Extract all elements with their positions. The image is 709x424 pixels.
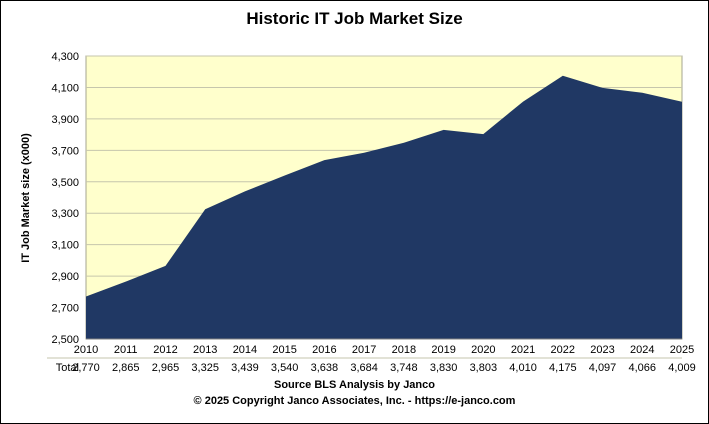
total-row-label: Total xyxy=(56,362,79,374)
x-tick-label: 2020 xyxy=(471,344,495,356)
y-tick-label: 2,700 xyxy=(51,303,79,315)
y-tick-label: 3,500 xyxy=(51,177,79,189)
total-value: 4,009 xyxy=(668,362,696,374)
total-value: 2,770 xyxy=(72,362,100,374)
total-value: 3,439 xyxy=(231,362,259,374)
total-value: 2,865 xyxy=(112,362,140,374)
x-tick-label: 2024 xyxy=(630,344,654,356)
y-tick-label: 3,700 xyxy=(51,145,79,157)
x-tick-label: 2025 xyxy=(670,344,694,356)
total-value: 2,965 xyxy=(152,362,180,374)
x-tick-label: 2017 xyxy=(352,344,376,356)
total-value: 3,748 xyxy=(390,362,418,374)
x-tick-label: 2013 xyxy=(193,344,217,356)
x-tick-label: 2021 xyxy=(511,344,535,356)
chart-title: Historic IT Job Market Size xyxy=(246,9,463,28)
x-tick-label: 2018 xyxy=(392,344,416,356)
total-value: 3,540 xyxy=(271,362,299,374)
total-value: 3,325 xyxy=(191,362,219,374)
x-tick-label: 2012 xyxy=(153,344,177,356)
total-value: 3,638 xyxy=(311,362,339,374)
x-tick-label: 2015 xyxy=(272,344,296,356)
total-value: 4,175 xyxy=(549,362,577,374)
total-value: 4,066 xyxy=(629,362,657,374)
area-chart: 2,500 2,700 2,900 3,100 3,300 3,500 3,700 3,900… xyxy=(47,51,696,374)
x-tick-label: 2023 xyxy=(590,344,614,356)
y-tick-label: 3,300 xyxy=(51,208,79,220)
x-tick-label: 2016 xyxy=(312,344,336,356)
x-tick-label: 2019 xyxy=(431,344,455,356)
total-value: 3,684 xyxy=(350,362,378,374)
x-tick-label: 2014 xyxy=(233,344,257,356)
y-tick-label: 2,500 xyxy=(51,334,79,346)
y-tick-label: 4,100 xyxy=(51,82,79,94)
y-tick-label: 3,100 xyxy=(51,240,79,252)
copyright-line: © 2025 Copyright Janco Associates, Inc. … xyxy=(193,395,516,407)
area-series xyxy=(86,75,682,339)
y-tick-label: 2,900 xyxy=(51,271,79,283)
y-tick-label: 3,900 xyxy=(51,114,79,126)
x-tick-label: 2010 xyxy=(74,344,98,356)
x-tick-label: 2011 xyxy=(114,344,138,356)
total-value: 3,803 xyxy=(470,362,498,374)
total-value: 4,097 xyxy=(589,362,617,374)
total-value: 4,010 xyxy=(509,362,537,374)
y-tick-label: 4,300 xyxy=(51,51,79,63)
source-line: Source BLS Analysis by Janco xyxy=(274,379,435,391)
total-value: 3,830 xyxy=(430,362,458,374)
x-tick-label: 2022 xyxy=(551,344,575,356)
